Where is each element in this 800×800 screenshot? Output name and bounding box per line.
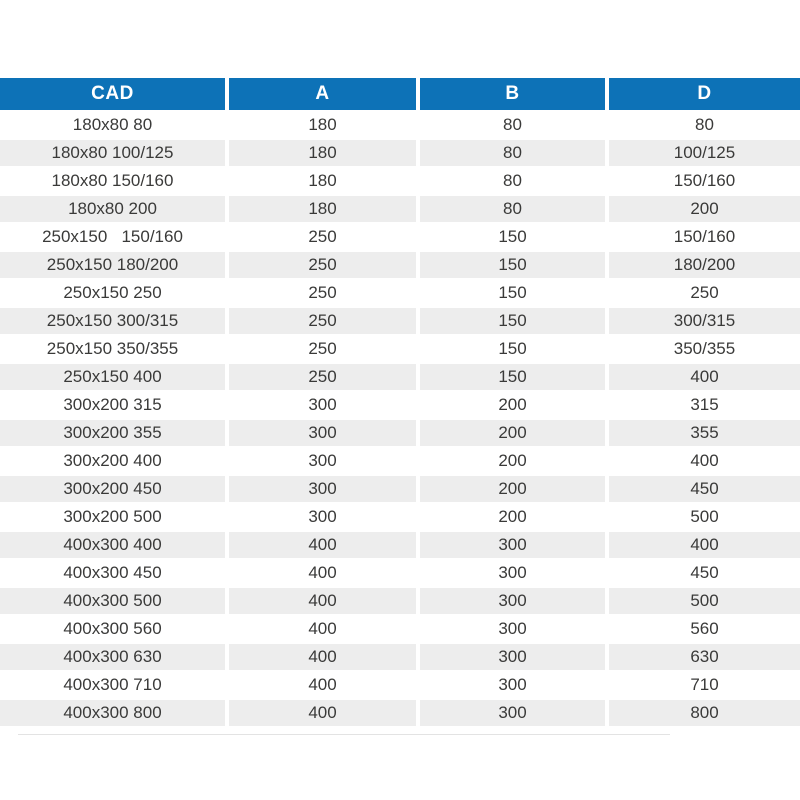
table-row-8-cell-cad: 250x150 350/355 — [0, 336, 225, 362]
table-row-2-cell-b: 80 — [420, 168, 605, 194]
table-row-20-cell-d: 710 — [609, 672, 800, 698]
table-row-11-cell-b: 200 — [420, 420, 605, 446]
table-row-17-cell-cad: 400x300 500 — [0, 588, 225, 614]
table-row-2-cell-cad: 180x80 150/160 — [0, 168, 225, 194]
table-row-16-cell-d: 450 — [609, 560, 800, 586]
table-row-15-cell-b: 300 — [420, 532, 605, 558]
table-row-9-cell-cad: 250x150 400 — [0, 364, 225, 390]
table-row-12-cell-cad: 300x200 400 — [0, 448, 225, 474]
table-row-18-cell-b: 300 — [420, 616, 605, 642]
table-row-10-cell-a: 300 — [229, 392, 416, 418]
table-row-20-cell-a: 400 — [229, 672, 416, 698]
table-row-13-cell-b: 200 — [420, 476, 605, 502]
table-row-4-cell-cad: 250x150 150/160 — [0, 224, 225, 250]
table-row-15-cell-d: 400 — [609, 532, 800, 558]
table-row-9-cell-a: 250 — [229, 364, 416, 390]
table-row-20-cell-b: 300 — [420, 672, 605, 698]
table-row-7-cell-b: 150 — [420, 308, 605, 334]
table-row-19-cell-d: 630 — [609, 644, 800, 670]
table-row-16-cell-b: 300 — [420, 560, 605, 586]
table-row-20-cell-cad: 400x300 710 — [0, 672, 225, 698]
table-row-12-cell-b: 200 — [420, 448, 605, 474]
table-row-19-cell-cad: 400x300 630 — [0, 644, 225, 670]
table-row-15-cell-a: 400 — [229, 532, 416, 558]
table-row-14-cell-a: 300 — [229, 504, 416, 530]
table-row-0-cell-a: 180 — [229, 112, 416, 138]
table-row-0-cell-cad: 180x80 80 — [0, 112, 225, 138]
table-row-7-cell-a: 250 — [229, 308, 416, 334]
table-row-9-cell-b: 150 — [420, 364, 605, 390]
table-row-0-cell-b: 80 — [420, 112, 605, 138]
table-row-4-cell-d: 150/160 — [609, 224, 800, 250]
table-row-1-cell-b: 80 — [420, 140, 605, 166]
table-row-13-cell-d: 450 — [609, 476, 800, 502]
table-row-8-cell-a: 250 — [229, 336, 416, 362]
table-row-10-cell-cad: 300x200 315 — [0, 392, 225, 418]
table-row-8-cell-d: 350/355 — [609, 336, 800, 362]
table-row-14-cell-cad: 300x200 500 — [0, 504, 225, 530]
column-header-b: B — [420, 78, 605, 110]
table-row-4-cell-a: 250 — [229, 224, 416, 250]
table-row-4-cell-b: 150 — [420, 224, 605, 250]
table-row-3-cell-a: 180 — [229, 196, 416, 222]
table-row-19-cell-a: 400 — [229, 644, 416, 670]
table-row-1-cell-d: 100/125 — [609, 140, 800, 166]
table-row-13-cell-a: 300 — [229, 476, 416, 502]
table-row-10-cell-b: 200 — [420, 392, 605, 418]
table-row-17-cell-b: 300 — [420, 588, 605, 614]
table-row-15-cell-cad: 400x300 400 — [0, 532, 225, 558]
table-row-1-cell-a: 180 — [229, 140, 416, 166]
table-row-1-cell-cad: 180x80 100/125 — [0, 140, 225, 166]
dimension-spec-table: CAD A B D 180x80 80 180 80 80 180x80 100/125… — [0, 78, 800, 726]
table-row-7-cell-cad: 250x150 300/315 — [0, 308, 225, 334]
table-row-3-cell-cad: 180x80 200 — [0, 196, 225, 222]
table-bottom-divider — [18, 734, 670, 735]
column-header-d: D — [609, 78, 800, 110]
table-row-2-cell-a: 180 — [229, 168, 416, 194]
table-row-17-cell-d: 500 — [609, 588, 800, 614]
table-row-6-cell-a: 250 — [229, 280, 416, 306]
table-row-13-cell-cad: 300x200 450 — [0, 476, 225, 502]
table-row-9-cell-d: 400 — [609, 364, 800, 390]
column-header-cad: CAD — [0, 78, 225, 110]
table-row-21-cell-b: 300 — [420, 700, 605, 726]
table-row-6-cell-b: 150 — [420, 280, 605, 306]
table-row-3-cell-b: 80 — [420, 196, 605, 222]
table-row-14-cell-b: 200 — [420, 504, 605, 530]
table-row-16-cell-a: 400 — [229, 560, 416, 586]
table-row-2-cell-d: 150/160 — [609, 168, 800, 194]
table-row-8-cell-b: 150 — [420, 336, 605, 362]
table-row-17-cell-a: 400 — [229, 588, 416, 614]
column-header-a: A — [229, 78, 416, 110]
table-row-11-cell-a: 300 — [229, 420, 416, 446]
table-row-18-cell-d: 560 — [609, 616, 800, 642]
table-row-18-cell-a: 400 — [229, 616, 416, 642]
table-row-0-cell-d: 80 — [609, 112, 800, 138]
table-row-7-cell-d: 300/315 — [609, 308, 800, 334]
table-row-5-cell-d: 180/200 — [609, 252, 800, 278]
table-row-18-cell-cad: 400x300 560 — [0, 616, 225, 642]
table-row-10-cell-d: 315 — [609, 392, 800, 418]
table-row-5-cell-a: 250 — [229, 252, 416, 278]
table-row-3-cell-d: 200 — [609, 196, 800, 222]
table-row-6-cell-d: 250 — [609, 280, 800, 306]
table-row-12-cell-d: 400 — [609, 448, 800, 474]
table-row-5-cell-cad: 250x150 180/200 — [0, 252, 225, 278]
table-row-16-cell-cad: 400x300 450 — [0, 560, 225, 586]
table-row-6-cell-cad: 250x150 250 — [0, 280, 225, 306]
table-row-21-cell-a: 400 — [229, 700, 416, 726]
table-row-21-cell-cad: 400x300 800 — [0, 700, 225, 726]
table-row-5-cell-b: 150 — [420, 252, 605, 278]
table-row-12-cell-a: 300 — [229, 448, 416, 474]
table-row-11-cell-cad: 300x200 355 — [0, 420, 225, 446]
table-row-21-cell-d: 800 — [609, 700, 800, 726]
table-row-14-cell-d: 500 — [609, 504, 800, 530]
table-row-11-cell-d: 355 — [609, 420, 800, 446]
table-row-19-cell-b: 300 — [420, 644, 605, 670]
